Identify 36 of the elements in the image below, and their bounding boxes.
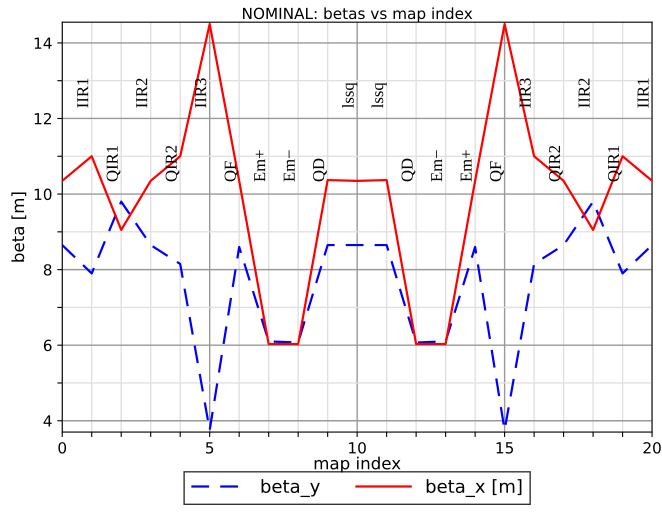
annotation: lssq	[372, 82, 387, 108]
y-tick-label: 10	[34, 188, 52, 200]
annotation: IIR1	[638, 78, 649, 108]
y-tick-label: 12	[34, 112, 51, 124]
annotation: QF	[490, 161, 504, 182]
annotation: Em−	[284, 150, 295, 182]
legend-label: beta_y	[262, 479, 320, 498]
x-tick-label: 5	[206, 442, 214, 454]
annotation: QIR2	[549, 146, 563, 182]
annotation: IIR1	[77, 78, 88, 108]
annotation: Em+	[254, 150, 266, 182]
annotation: QF	[224, 161, 238, 182]
x-axis-title: map index	[314, 456, 401, 473]
legend-label: beta_x [m]	[426, 479, 522, 498]
x-tick-label: 10	[349, 442, 366, 454]
annotation: QIR1	[106, 146, 120, 182]
x-tick-label: 0	[58, 442, 66, 454]
y-tick-label: 4	[44, 415, 52, 427]
annotation: lssq	[342, 82, 358, 108]
annotation: QIR1	[608, 146, 622, 182]
y-tick-label: 6	[44, 340, 52, 352]
chart-title: NOMINAL: betas vs map index	[243, 7, 472, 22]
y-tick-label: 14	[34, 38, 52, 49]
annotation: IIR3	[520, 78, 531, 108]
x-tick-label: 20	[643, 442, 661, 454]
annotation: Em+	[460, 150, 472, 182]
annotation: QIR2	[166, 146, 180, 182]
annotation: IIR3	[195, 78, 206, 108]
annotation: QD	[313, 158, 327, 182]
annotation: IIR2	[136, 78, 148, 108]
x-tick-label: 15	[496, 442, 513, 454]
annotation: IIR2	[578, 78, 590, 108]
y-axis-title: beta [m]	[11, 192, 26, 262]
annotation: QD	[402, 158, 416, 182]
annotation: Em−	[431, 150, 442, 182]
y-tick-label: 8	[44, 264, 52, 276]
